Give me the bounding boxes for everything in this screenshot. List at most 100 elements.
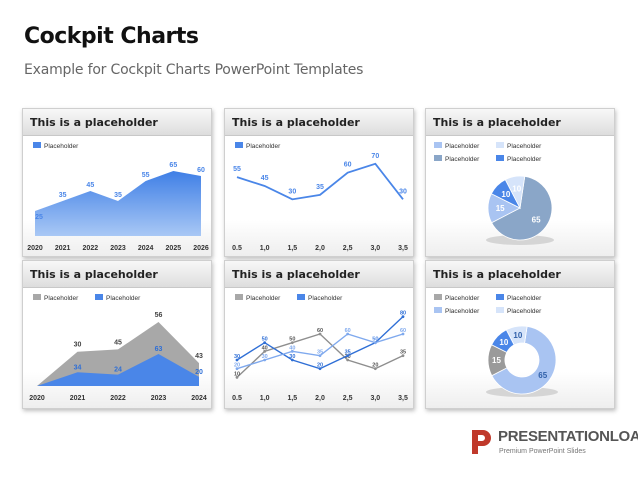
legend-label: Placeholder [507,295,542,302]
legend-swatch [235,142,243,148]
legend-swatch [297,294,305,300]
x-tick-label: 1,0 [260,245,270,252]
x-tick-label: 0.5 [232,395,242,402]
legend-label: Placeholder [44,143,79,150]
data-label: 34 [74,364,82,371]
line-marker [373,341,377,345]
data-label: 60 [317,328,323,334]
legend-label: Placeholder [106,295,141,302]
x-tick-label: 0.5 [232,245,242,252]
slice-label: 10 [499,338,508,347]
x-tick-label: 2,5 [343,395,353,402]
data-label: 24 [114,367,122,374]
data-label: 60 [400,328,406,334]
data-label: 40 [289,345,295,351]
data-label: 50 [372,337,378,343]
data-label: 55 [233,166,241,173]
line-marker [401,354,405,358]
legend-swatch [434,142,442,148]
data-label: 43 [195,353,203,360]
pie-slice [491,175,553,241]
data-label: 35 [316,184,324,191]
logo-wordmark: PRESENTATIONLOAD® [498,428,638,445]
line-series [236,162,404,201]
x-tick-label: 2024 [138,245,154,252]
line-marker [373,367,377,371]
chart-area-6: Placeholder Placeholder Placeholder Placeho… [426,288,614,408]
line-marker [263,358,267,362]
legend-swatch [496,307,504,313]
legend-label: Placeholder [44,295,79,302]
line-marker [235,367,239,371]
chart-panel-4[interactable]: This is a placeholder 30 45 56 43 34 24 63 20 Pl… [22,260,212,409]
panel-header: This is a placeholder [426,261,614,288]
legend-label: Placeholder [507,156,542,163]
chart-panel-6[interactable]: This is a placeholder Placeholder Placeho… [425,260,615,409]
panel-header: This is a placeholder [225,261,413,288]
x-tick-label: 2021 [55,245,71,252]
legend-swatch [434,294,442,300]
legend-swatch [434,155,442,161]
data-label: 35 [114,192,122,199]
data-label: 35 [400,350,406,356]
data-label: 56 [155,312,163,319]
panel-header: This is a placeholder [225,109,413,136]
data-label: 35 [317,350,323,356]
data-label: 60 [197,167,205,174]
data-label: 60 [345,328,351,334]
line-marker [290,358,294,362]
legend-swatch [496,155,504,161]
legend-label: Placeholder [507,143,542,150]
line-marker [318,367,322,371]
x-tick-label: 2021 [70,395,86,402]
chart-panel-2[interactable]: This is a placeholder 55 45 30 35 60 70 30 Plac… [224,108,414,257]
x-tick-label: 3,0 [370,245,380,252]
line-marker [401,315,405,319]
slice-label: 15 [496,204,505,213]
slice-label: 10 [513,331,522,340]
data-label: 30 [288,188,296,195]
chart-panel-1[interactable]: This is a placeholder 25 35 45 35 55 65 60 Plac… [22,108,212,257]
legend-label: Placeholder [445,156,480,163]
legend-swatch [95,294,103,300]
chart-panel-3[interactable]: This is a placeholder Placeholder Placeho… [425,108,615,257]
x-tick-label: 2022 [83,245,99,252]
slice-label: 65 [532,216,541,225]
line-marker [290,341,294,345]
x-tick-label: 2025 [166,245,182,252]
x-tick-label: 3,5 [398,395,408,402]
legend-label: Placeholder [246,143,281,150]
area-series-blue [37,354,199,386]
legend-label: Placeholder [445,143,480,150]
data-label: 10 [234,371,240,377]
data-label: 45 [86,182,94,189]
line-marker [318,354,322,358]
panel-header: This is a placeholder [426,109,614,136]
slice-label: 10 [501,190,510,199]
data-label: 25 [35,214,43,221]
x-tick-label: 2,0 [315,395,325,402]
area-series [35,171,201,236]
chart-area-5: 1040506030203530503020355080203040356050… [225,288,413,408]
chart-area-4: 30 45 56 43 34 24 63 20 Placeholder Placeholder 20… [23,288,211,408]
legend-swatch [496,142,504,148]
data-label: 30 [289,354,295,360]
pie-slice [491,325,557,395]
line-marker [318,332,322,336]
x-tick-label: 2024 [191,395,207,402]
data-label: 20 [317,363,323,369]
data-label: 30 [262,354,268,360]
legend-label: Placeholder [445,308,480,315]
data-label: 50 [289,337,295,343]
legend-label: Placeholder [308,295,343,302]
x-tick-label: 2020 [27,245,43,252]
x-tick-label: 1,5 [287,395,297,402]
chart-panel-5[interactable]: This is a placeholder 10 40 50 60 30 20 35 30 50… [224,260,414,409]
data-label: 70 [371,153,379,160]
x-tick-label: 2,0 [315,245,325,252]
legend-label: Placeholder [507,308,542,315]
x-tick-label: 3,0 [370,395,380,402]
x-tick-label: 2023 [151,395,167,402]
x-tick-label: 2020 [29,395,45,402]
line-marker [263,341,267,345]
